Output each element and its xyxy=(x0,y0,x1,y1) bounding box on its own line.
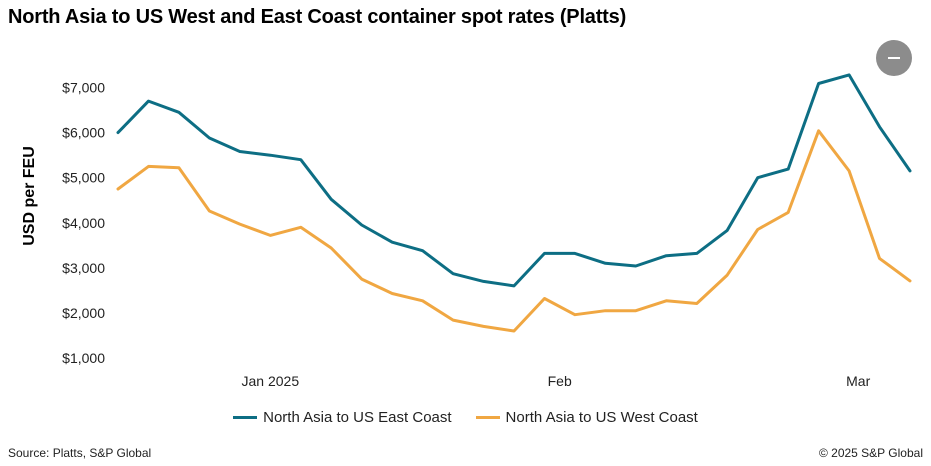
y-axis-label: USD per FEU xyxy=(21,146,38,246)
y-tick-label: $6,000 xyxy=(62,125,105,141)
minus-icon xyxy=(888,57,900,59)
series-layer xyxy=(116,73,912,333)
legend: North Asia to US East Coast North Asia t… xyxy=(0,409,931,426)
y-tick-label: $7,000 xyxy=(62,80,105,96)
legend-item-west-coast[interactable]: North Asia to US West Coast xyxy=(475,409,698,426)
y-axis: $1,000 $2,000 $3,000 $4,000 $5,000 $6,000 $7,0… xyxy=(62,80,105,366)
chart-area: $1,000 $2,000 $3,000 $4,000 $5,000 $6,000 $7,0… xyxy=(21,73,912,389)
legend-item-east-coast[interactable]: North Asia to US East Coast xyxy=(233,409,452,426)
legend-swatch-west-coast xyxy=(475,416,500,419)
x-tick-label: Mar xyxy=(846,373,870,389)
x-tick-label: Feb xyxy=(548,373,572,389)
y-tick-label: $2,000 xyxy=(62,305,105,321)
y-tick-label: $1,000 xyxy=(62,350,105,366)
y-tick-label: $3,000 xyxy=(62,260,105,276)
chart-title: North Asia to US West and East Coast con… xyxy=(8,6,627,28)
x-axis: Jan 2025FebMarAprMayJun xyxy=(242,373,871,389)
legend-label-west-coast: North Asia to US West Coast xyxy=(505,409,698,426)
series-line-0[interactable] xyxy=(116,73,912,288)
y-tick-label: $5,000 xyxy=(62,170,105,186)
y-tick-label: $4,000 xyxy=(62,215,105,231)
legend-swatch-east-coast xyxy=(233,416,258,419)
collapse-button[interactable] xyxy=(876,40,912,76)
x-tick-label: Jan 2025 xyxy=(242,373,300,389)
series-line-1[interactable] xyxy=(116,129,912,333)
copyright-note: © 2025 S&P Global xyxy=(818,446,923,460)
source-note: Source: Platts, S&P Global xyxy=(8,446,152,460)
legend-label-east-coast: North Asia to US East Coast xyxy=(263,409,452,426)
